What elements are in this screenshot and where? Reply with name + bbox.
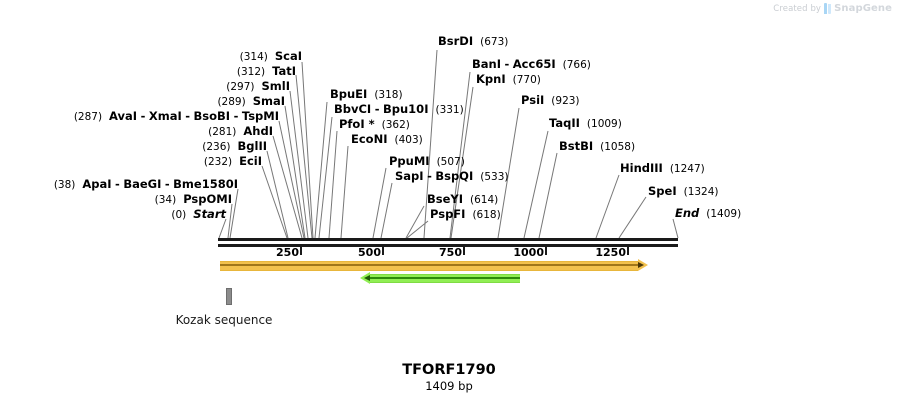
orf-forward-feature-core — [220, 264, 638, 266]
site-label-speI[interactable]: SpeI (1324) — [648, 184, 719, 198]
site-label-ahdI[interactable]: (281) AhdI — [208, 124, 273, 138]
kozak-sequence-marker[interactable] — [226, 288, 232, 305]
ruler-label-1250: 1250 — [595, 246, 626, 259]
site-label-bsrDI[interactable]: BsrDI (673) — [438, 34, 509, 48]
sequence-length-label: 1409 bp — [425, 379, 473, 393]
site-label-ppuMI[interactable]: PpuMI (507) — [389, 154, 465, 168]
ruler-label-1000: 1000 — [513, 246, 544, 259]
kozak-sequence-label: Kozak sequence — [175, 313, 273, 327]
orf-reverse-feature-core — [370, 277, 520, 279]
site-label-bbvCI-group[interactable]: BbvCI - Bpu10I (331) — [334, 102, 464, 116]
ruler-tick-1250 — [627, 247, 629, 255]
watermark-brand-text: SnapGene — [834, 3, 892, 14]
site-label-scaI[interactable]: (314) ScaI — [239, 49, 302, 63]
site-label-hindIII[interactable]: HindIII (1247) — [620, 161, 705, 175]
site-label-taqII[interactable]: TaqII (1009) — [549, 116, 622, 130]
site-label-avaI-group[interactable]: (287) AvaI - XmaI - BsoBI - TspMI — [73, 109, 279, 123]
ruler-tick-500 — [382, 247, 384, 255]
ruler-label-750: 750 — [439, 246, 462, 259]
site-label-sapI-group[interactable]: SapI - BspQI (533) — [395, 169, 509, 183]
snapgene-logo-icon — [824, 3, 832, 14]
orf-reverse-arrowhead-core — [364, 275, 370, 281]
page-title: TFORF1790 — [402, 362, 496, 378]
site-label-pfoI[interactable]: PfoI * (362) — [339, 117, 410, 131]
ruler-tick-1000 — [545, 247, 547, 255]
site-label-bpuEI[interactable]: BpuEI (318) — [330, 87, 403, 101]
ruler-label-250: 250 — [276, 246, 299, 259]
watermark-created-text: Created by — [773, 3, 822, 14]
site-label-psiI[interactable]: PsiI (923) — [521, 93, 580, 107]
site-label-smaI[interactable]: (289) SmaI — [217, 94, 285, 108]
snapgene-watermark: Created by SnapGene — [773, 3, 892, 14]
site-label-pspFI[interactable]: PspFI (618) — [430, 207, 501, 221]
site-label-end[interactable]: End (1409) — [675, 206, 742, 220]
ruler-label-500: 500 — [358, 246, 381, 259]
site-label-bglII[interactable]: (236) BglII — [202, 139, 267, 153]
ruler-tick-750 — [463, 247, 465, 255]
site-label-banI-group[interactable]: BanI - Acc65I (766) — [472, 57, 591, 71]
site-label-tatI[interactable]: (312) TatI — [236, 64, 296, 78]
site-label-start[interactable]: (0) Start — [171, 207, 226, 221]
sequence-backbone-top[interactable] — [218, 238, 678, 241]
site-label-smlI[interactable]: (297) SmlI — [226, 79, 290, 93]
site-label-bseYI[interactable]: BseYI (614) — [427, 192, 499, 206]
site-label-eciI[interactable]: (232) EciI — [203, 154, 262, 168]
ruler-tick-250 — [300, 247, 302, 255]
site-label-pspOMI[interactable]: (34) PspOMI — [154, 192, 232, 206]
site-label-bstBI[interactable]: BstBI (1058) — [559, 139, 636, 153]
orf-forward-arrowhead-core — [638, 262, 644, 268]
sequence-backbone-bottom[interactable] — [218, 244, 678, 247]
orf-forward-feature[interactable] — [220, 261, 638, 271]
site-label-ecoNI[interactable]: EcoNI (403) — [351, 132, 423, 146]
site-label-apaI-group[interactable]: (38) ApaI - BaeGI - Bme1580I — [53, 177, 238, 191]
site-label-kpnI[interactable]: KpnI (770) — [476, 72, 541, 86]
